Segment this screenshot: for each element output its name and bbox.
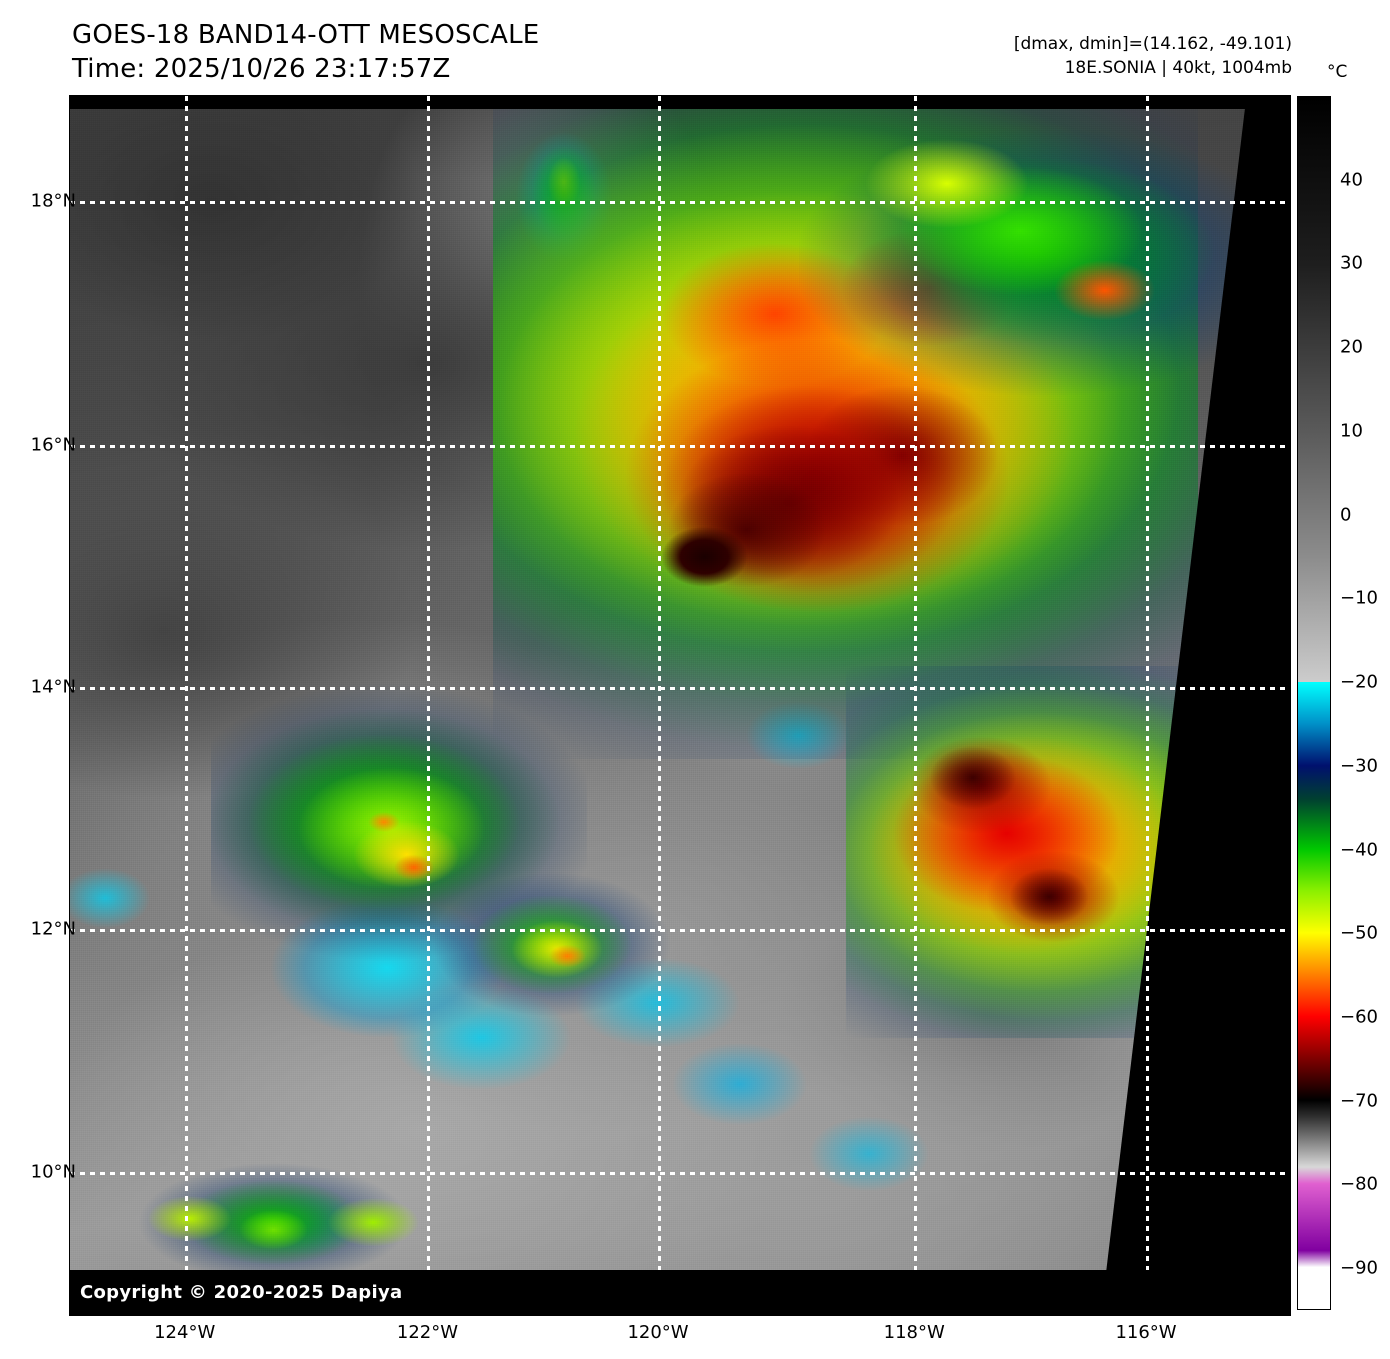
gridline-meridian <box>914 96 918 1315</box>
colorbar-tick-label: 10 <box>1340 420 1363 442</box>
colorbar[interactable] <box>1297 96 1331 1310</box>
colorbar-tick-label: −40 <box>1340 839 1378 861</box>
latitude-tick-label: 18°N <box>30 190 76 212</box>
satellite-image-plot[interactable]: Copyright © 2020-2025 Dapiya <box>70 96 1290 1315</box>
convective-cluster-south <box>422 828 681 1061</box>
colorbar-tick-label: −20 <box>1340 671 1378 693</box>
top-black-band <box>70 96 1290 109</box>
time-line: Time: 2025/10/26 23:17:57Z <box>72 54 451 84</box>
latitude-tick-label: 12°N <box>30 918 76 940</box>
gridline-meridian <box>1146 96 1150 1315</box>
gridline-parallel <box>70 1172 1290 1176</box>
bottom-black-band: Copyright © 2020-2025 Dapiya <box>70 1270 1290 1315</box>
gridline-parallel <box>70 687 1290 691</box>
gridline-parallel <box>70 200 1290 204</box>
title-line: GOES-18 BAND14-OTT MESOSCALE <box>72 20 540 50</box>
page-title: GOES-18 BAND14-OTT MESOSCALE Time: 2025/… <box>72 18 539 86</box>
colorbar-tick-label: −80 <box>1340 1173 1378 1195</box>
colorbar-tick-label: −70 <box>1340 1090 1378 1112</box>
metadata-block: [dmax, dmin]=(14.162, -49.101) 18E.SONIA… <box>1014 32 1292 80</box>
colorbar-unit-label: °C <box>1327 62 1348 82</box>
dminmax-text: [dmax, dmin]=(14.162, -49.101) <box>1013 34 1292 54</box>
longitude-tick-label: 122°W <box>396 1322 459 1343</box>
colorbar-tick-label: 40 <box>1340 169 1363 191</box>
convective-cluster-bottom <box>93 1107 493 1270</box>
gridline-meridian <box>658 96 662 1315</box>
longitude-tick-label: 116°W <box>1115 1322 1177 1343</box>
colorbar-tick-label: −90 <box>1340 1257 1378 1279</box>
storm-info-text: 18E.SONIA | 40kt, 1004mb <box>1064 58 1292 78</box>
gridline-meridian <box>184 96 188 1315</box>
longitude-tick-label: 118°W <box>883 1322 945 1343</box>
gridline-parallel <box>70 444 1290 448</box>
colorbar-tick-label: −50 <box>1340 922 1378 944</box>
colorbar-tick-label: 20 <box>1340 336 1363 358</box>
copyright-text: Copyright © 2020-2025 Dapiya <box>80 1282 403 1303</box>
latitude-tick-label: 10°N <box>30 1161 76 1183</box>
longitude-tick-label: 124°W <box>154 1322 216 1343</box>
gridline-parallel <box>70 928 1290 932</box>
colorbar-tick-label: −30 <box>1340 755 1378 777</box>
colorbar-gradient <box>1298 97 1330 1309</box>
colorbar-tick-label: 30 <box>1340 252 1363 274</box>
gridline-meridian <box>427 96 431 1315</box>
colorbar-tick-label: −60 <box>1340 1006 1378 1028</box>
convective-band-northeast <box>798 108 1245 469</box>
latitude-tick-label: 16°N <box>30 434 76 456</box>
colorbar-tick-label: 0 <box>1340 504 1352 526</box>
colorbar-tick-label: −10 <box>1340 587 1378 609</box>
longitude-tick-label: 120°W <box>627 1322 689 1343</box>
latitude-tick-label: 14°N <box>30 676 76 698</box>
